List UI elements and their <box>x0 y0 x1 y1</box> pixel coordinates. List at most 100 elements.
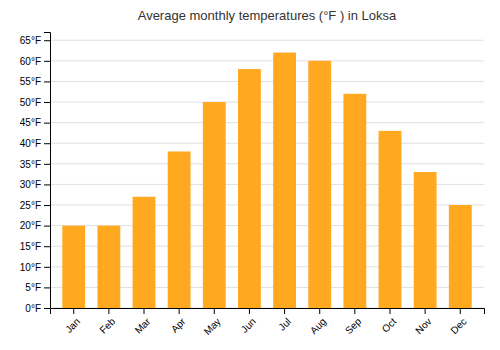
x-tick: Dec <box>448 308 468 336</box>
x-tick-mark <box>425 308 426 314</box>
x-tick-label: May <box>202 316 223 337</box>
y-tick-label: 0°F <box>25 303 41 314</box>
x-tick-mark <box>460 308 461 314</box>
x-tick-label: Oct <box>380 316 399 335</box>
y-tick: 30°F <box>20 179 50 190</box>
x-tick-label: Jul <box>276 316 293 333</box>
grid-line <box>50 102 484 103</box>
x-tick: Jun <box>239 308 258 335</box>
x-tick: Jan <box>63 308 82 335</box>
x-tick-mark <box>284 308 285 314</box>
title: Average monthly temperatures (°F ) in Lo… <box>138 8 397 23</box>
x-tick-mark <box>214 308 215 314</box>
y-tick: 15°F <box>20 241 50 252</box>
x-tick: Nov <box>413 308 433 336</box>
y-tick-label: 60°F <box>20 56 41 67</box>
x-tick-label: Jun <box>239 316 258 335</box>
grid-line <box>50 122 484 123</box>
x-tick: Aug <box>308 308 328 336</box>
bar <box>133 197 156 308</box>
y-tick: 0°F <box>25 303 50 314</box>
y-tick-mark <box>44 267 50 268</box>
y-tick-mark <box>44 205 50 206</box>
x-tick-mark <box>179 308 180 314</box>
x-tick: May <box>202 308 223 337</box>
bar <box>273 53 296 308</box>
y-tick-mark <box>44 102 50 103</box>
y-tick-label: 10°F <box>20 262 41 273</box>
x-tick-mark <box>319 308 320 314</box>
bars <box>62 53 471 308</box>
x-tick: Feb <box>97 308 117 336</box>
grid-line <box>50 143 484 144</box>
y-tick-mark <box>44 184 50 185</box>
x-tick: Mar <box>133 308 153 336</box>
x-tick: Apr <box>169 308 188 335</box>
y-tick: 40°F <box>20 138 50 149</box>
plot: 0°F 5°F 10°F 15°F 20°F 25°F 30°F 35°F 40°F 45°F 50… <box>20 33 485 337</box>
y-tick-mark <box>44 308 50 309</box>
x-tick-label: Apr <box>169 315 188 334</box>
y-tick-label: 50°F <box>20 97 41 108</box>
bar <box>414 172 437 308</box>
y-tick-label: 55°F <box>20 76 41 87</box>
y-tick-mark <box>44 164 50 165</box>
y-tick-mark <box>44 61 50 62</box>
y-tick-label: 40°F <box>20 138 41 149</box>
y-tick: 65°F <box>20 35 50 46</box>
bar <box>449 205 472 308</box>
y-tick-mark <box>44 246 50 247</box>
grid-line <box>50 40 484 41</box>
y-tick-mark <box>44 81 50 82</box>
y-tick-mark <box>44 287 50 288</box>
y-tick-mark <box>44 40 50 41</box>
grid-line <box>50 163 484 164</box>
y-tick: 35°F <box>20 159 50 170</box>
bar <box>62 226 85 308</box>
x-tick-mark <box>249 308 250 314</box>
y-tick: 10°F <box>20 262 50 273</box>
y-tick-label: 30°F <box>20 179 41 190</box>
y-tick-label: 5°F <box>25 282 41 293</box>
y-tick-mark <box>44 123 50 124</box>
chart: 0°F 5°F 10°F 15°F 20°F 25°F 30°F 35°F 40°F 45°F 50… <box>0 0 500 350</box>
x-tick-mark <box>354 308 355 314</box>
y-tick: 25°F <box>20 200 50 211</box>
y-tick: 5°F <box>25 282 50 293</box>
x-tick-label: Mar <box>133 315 153 335</box>
bar <box>203 102 226 308</box>
x-tick-mark <box>144 308 145 314</box>
x-tick: Sep <box>343 308 364 336</box>
x-tick: Jul <box>276 308 293 333</box>
y-tick-label: 20°F <box>20 220 41 231</box>
bar <box>379 131 402 308</box>
y-tick-label: 65°F <box>20 35 41 46</box>
y-tick: 60°F <box>20 56 50 67</box>
grid <box>50 40 484 308</box>
y-tick: 50°F <box>20 97 50 108</box>
y-tick: 55°F <box>20 76 50 87</box>
x-tick-label: Jan <box>63 316 82 335</box>
bar <box>97 226 120 308</box>
y-tick-mark <box>44 143 50 144</box>
x-tick-mark <box>389 308 390 314</box>
y-tick-label: 15°F <box>20 241 41 252</box>
x-tick-mark <box>73 308 74 314</box>
bar <box>168 151 191 308</box>
x-tick-label: Dec <box>448 316 468 336</box>
x-axis: Jan Feb Mar Apr May Jun Jul Aug Sep Oct Nov Dec <box>51 308 485 337</box>
y-tick-label: 35°F <box>20 159 41 170</box>
y-tick-label: 45°F <box>20 117 41 128</box>
y-axis: 0°F 5°F 10°F 15°F 20°F 25°F 30°F 35°F 40°F 45°F 50… <box>20 33 51 314</box>
x-tick-mark <box>108 308 109 314</box>
bar <box>308 61 331 308</box>
x-axis-line <box>51 309 485 315</box>
y-tick-mark <box>44 226 50 227</box>
x-tick: Oct <box>380 308 399 335</box>
grid-line <box>50 81 484 82</box>
x-tick-label: Sep <box>343 315 364 336</box>
y-tick-label: 25°F <box>20 200 41 211</box>
y-tick: 45°F <box>20 117 50 128</box>
x-tick-label: Aug <box>308 316 328 336</box>
y-tick: 20°F <box>20 220 50 231</box>
